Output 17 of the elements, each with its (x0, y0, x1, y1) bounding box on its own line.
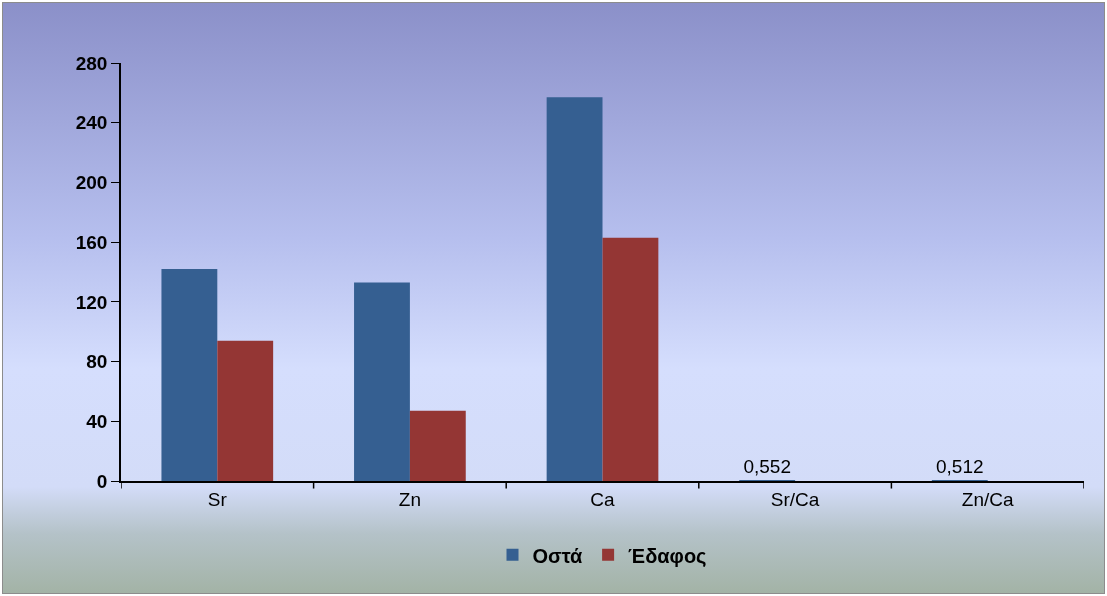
legend-label: Έδαφος (628, 544, 707, 567)
y-tick-label: 160 (75, 231, 108, 253)
y-tick-label: 80 (86, 351, 108, 373)
y-tick-label: 200 (75, 172, 108, 194)
data-label: 0,552 (743, 456, 791, 477)
y-tick-label: 240 (75, 112, 108, 134)
x-tick-label: Zn/Ca (961, 488, 1014, 510)
y-tick-label: 120 (75, 291, 108, 313)
x-tick-label: Sr/Ca (770, 488, 820, 510)
y-tick-label: 280 (75, 52, 108, 74)
y-tick-label: 40 (86, 410, 108, 432)
data-label: 0,512 (936, 456, 984, 477)
y-tick-label: 0 (96, 470, 108, 492)
x-tick-label: Sr (207, 488, 228, 510)
legend-label: Οστά (532, 544, 584, 567)
x-tick-label: Ca (590, 488, 616, 510)
x-tick-label: Zn (398, 488, 421, 510)
